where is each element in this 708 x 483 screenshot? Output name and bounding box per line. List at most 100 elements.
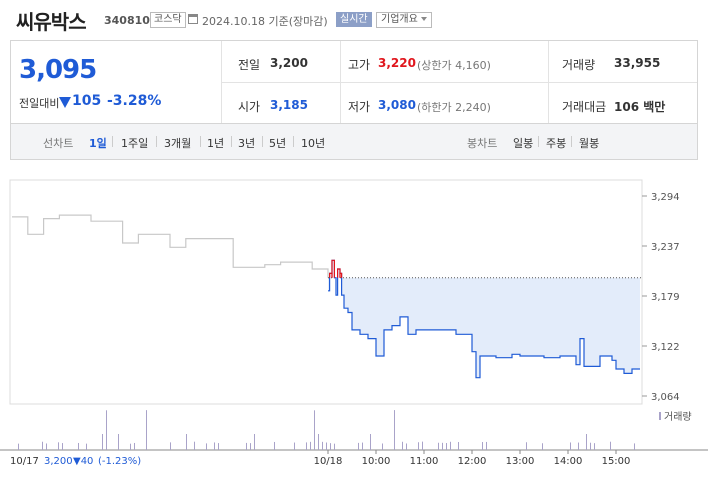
market-badge: 코스닥 (150, 12, 186, 28)
x-tick-label: 13:00 (506, 456, 535, 467)
volume-bar (254, 434, 255, 450)
calendar-icon (188, 14, 198, 24)
x-tick-label: 10:00 (362, 456, 391, 467)
volume-bar (482, 442, 483, 450)
open-value: 3,185 (270, 98, 308, 112)
tab-10y[interactable]: 10년 (301, 137, 326, 150)
down-triangle-icon (59, 97, 71, 108)
volume-bar (78, 442, 79, 450)
volume-bar (306, 442, 307, 450)
volume-bar (370, 434, 371, 450)
volume-bar (314, 410, 315, 450)
low-value: 3,080 (378, 98, 416, 112)
tab-monthly[interactable]: 월봉 (579, 137, 600, 150)
volume-bar (326, 442, 327, 450)
volume-bar (526, 442, 527, 450)
volume-bar (18, 443, 19, 450)
volume-bar (118, 434, 119, 450)
chart-frame (9, 179, 643, 405)
y-tick-label: 3,237 (651, 242, 680, 253)
y-tick-label: 3,294 (651, 192, 680, 203)
tab-daily[interactable]: 일봉 (513, 137, 534, 150)
volume-bar (594, 443, 595, 450)
tab-separator (231, 136, 232, 147)
volume-bar (406, 443, 407, 450)
volume-bar (102, 434, 103, 450)
volume-bar (170, 442, 171, 450)
volume-bar (450, 441, 451, 450)
above-reference-segment (331, 259, 335, 278)
tab-3y[interactable]: 3년 (238, 137, 256, 150)
change-label: 전일대비 (19, 97, 60, 110)
volume-legend-swatch (659, 412, 661, 420)
tab-weekly[interactable]: 주봉 (546, 137, 567, 150)
x-tick-label: 14:00 (554, 456, 583, 467)
volume-bar (134, 442, 135, 450)
trade-amount-value: 106 백만 (614, 100, 666, 114)
volume-bar (610, 441, 611, 450)
volume-bar (542, 443, 543, 450)
change-value: 105 (72, 93, 102, 109)
tab-1y[interactable]: 1년 (207, 137, 225, 150)
divider (221, 82, 697, 83)
volume-bar (402, 441, 403, 450)
volume-bar (250, 443, 251, 450)
volume-bar (590, 442, 591, 450)
volume-bar (334, 443, 335, 450)
prev-day-pct: (-1.23%) (98, 456, 141, 467)
volume-bar (106, 410, 107, 450)
change-percent: -3.28% (107, 93, 162, 109)
x-tick-label: 11:00 (410, 456, 439, 467)
prev-day-date: 10/17 (10, 456, 39, 467)
volume-bar (578, 442, 579, 450)
price-chart[interactable]: 3,294 3,237 3,179 3,122 3,064 거래량 10/18 10:00 11… (0, 160, 708, 483)
line-chart-label: 선차트 (43, 137, 74, 150)
low-label: 저가 (348, 100, 371, 114)
below-reference-fill (328, 277, 640, 378)
tab-separator (156, 136, 157, 147)
volume-value: 33,955 (614, 56, 661, 70)
stock-name: 씨유박스 (16, 10, 87, 34)
prev-day-price: 3,200 (44, 456, 73, 467)
upper-limit: (상한가 4,160) (417, 59, 491, 72)
volume-bar (358, 442, 359, 450)
company-overview-button[interactable]: 기업개요 (376, 12, 432, 28)
tab-separator (112, 136, 113, 147)
prev-day-series (12, 214, 329, 278)
prev-close-label: 전일 (238, 58, 261, 72)
period-bar: 선차트 1일 1주일 3개월 1년 3년 5년 10년 봉차트 일봉 주봉 월봉 (10, 124, 698, 160)
volume-label: 거래량 (562, 58, 596, 72)
volume-bar (194, 441, 195, 450)
current-price: 3,095 (19, 55, 97, 85)
tab-5y[interactable]: 5년 (269, 137, 287, 150)
quote-summary: 3,095 전일대비 105 -3.28% 전일 3,200 시가 3,185 … (10, 40, 698, 124)
y-tick-label: 3,064 (651, 392, 680, 403)
tab-separator (262, 136, 263, 147)
stock-code: 340810 (104, 14, 150, 27)
x-tick-label: 15:00 (602, 456, 631, 467)
volume-bar (310, 441, 311, 450)
tab-separator (571, 136, 572, 147)
volume-bar (62, 443, 63, 450)
tab-3m[interactable]: 3개월 (164, 137, 192, 150)
prev-close-value: 3,200 (270, 56, 308, 70)
volume-bar (418, 442, 419, 450)
volume-bar (322, 441, 323, 450)
volume-bar (438, 442, 439, 450)
prev-day-change: ▼40 (73, 456, 93, 467)
x-tick-label: 12:00 (458, 456, 487, 467)
volume-bar (394, 410, 395, 450)
volume-bar (58, 442, 59, 450)
open-label: 시가 (238, 100, 261, 114)
volume-bar (86, 443, 87, 450)
company-overview-label: 기업개요 (381, 14, 418, 25)
tab-1w[interactable]: 1주일 (121, 137, 149, 150)
volume-bar (318, 434, 319, 450)
tab-1d[interactable]: 1일 (89, 137, 107, 150)
volume-bar (294, 442, 295, 450)
high-label: 고가 (348, 58, 371, 72)
volume-bar (586, 434, 587, 450)
realtime-button[interactable]: 실시간 (336, 12, 372, 27)
candle-chart-label: 봉차트 (467, 137, 498, 150)
base-date: 2024.10.18 기준(장마감) (202, 15, 328, 28)
